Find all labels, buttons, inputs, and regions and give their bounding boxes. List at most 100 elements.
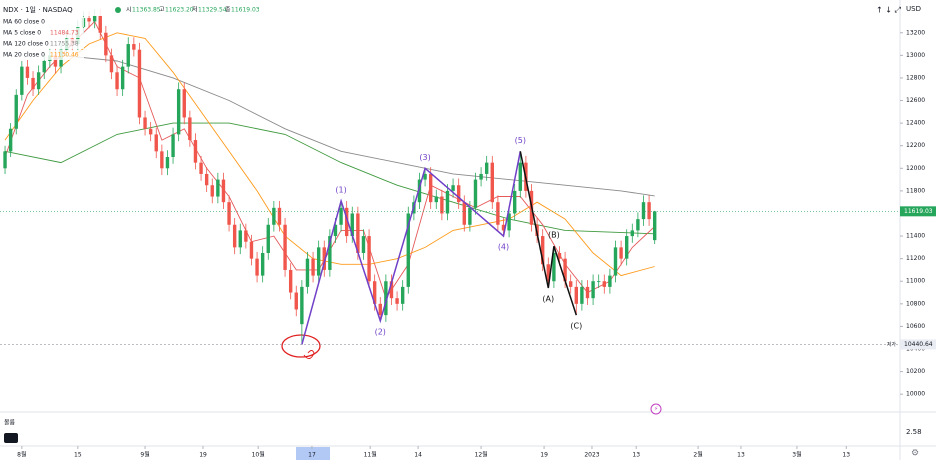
- candle-body: [8, 128, 13, 152]
- indicator-name: MA 60 close 0: [3, 19, 45, 26]
- candle-body: [568, 281, 573, 287]
- ohlc-key: 시: [126, 7, 132, 14]
- candle-body: [104, 32, 108, 56]
- x-tick-label: 3월: [792, 451, 801, 459]
- candle-body: [428, 173, 433, 203]
- indicator-value: 11130.46: [50, 52, 79, 59]
- candle-body: [395, 298, 399, 304]
- y-tick-label: 11000: [906, 278, 925, 285]
- candle-body: [98, 15, 102, 33]
- candle-body: [227, 202, 231, 225]
- indicator-name: MA 20 close 0: [3, 52, 45, 59]
- crosshair-date-highlight: [296, 447, 330, 460]
- tv-logo[interactable]: [4, 433, 18, 443]
- candle-body: [423, 173, 427, 180]
- candle-body: [300, 286, 304, 325]
- wave-label: (C): [570, 322, 582, 331]
- volume-tick: 2.58: [906, 428, 922, 436]
- low-value: 10440.64: [904, 341, 933, 348]
- candle-body: [92, 15, 97, 22]
- wave-label: (5): [515, 136, 526, 145]
- candle-body: [546, 264, 550, 282]
- candle-body: [496, 202, 500, 225]
- wave-label: (3): [419, 153, 430, 162]
- volume-label[interactable]: 볼륨: [4, 420, 16, 427]
- candle-body: [479, 173, 483, 180]
- candle-body: [199, 162, 203, 174]
- market-status: [115, 7, 121, 13]
- wave-label: (A): [542, 295, 554, 304]
- candle-body: [120, 66, 125, 90]
- candle-body: [636, 219, 640, 231]
- candle-body: [378, 303, 382, 316]
- ohlc-value: 11329.54: [198, 7, 227, 14]
- candle-body: [132, 44, 136, 50]
- wave-label: (1): [335, 186, 346, 195]
- wave-label: (4): [498, 243, 509, 252]
- candle-body: [288, 269, 293, 293]
- x-tick-label: 15: [74, 452, 82, 459]
- candle-body: [283, 224, 287, 270]
- candle-body: [31, 77, 35, 90]
- candle-body: [14, 94, 18, 129]
- candle-body: [596, 281, 601, 283]
- y-tick-label: 10000: [906, 391, 925, 398]
- candle-body: [210, 185, 214, 197]
- y-tick-label: 13200: [906, 29, 925, 36]
- event-icon-glyph: ⚡: [654, 406, 658, 413]
- candle-body: [143, 117, 147, 129]
- candle-body: [3, 151, 7, 169]
- candle-body: [585, 286, 590, 299]
- indicator-value: 11755.38: [50, 41, 79, 48]
- circle-annotation: [281, 334, 321, 358]
- y-tick-label: 11800: [906, 187, 925, 194]
- candle-body: [277, 207, 282, 225]
- y-tick-label: 12200: [906, 142, 925, 149]
- low-caption: 저가: [887, 341, 897, 348]
- x-tick-label: 14: [414, 452, 422, 459]
- x-tick-label: 13: [632, 452, 640, 459]
- toolbar-icons[interactable]: ↑ ↓ ⤢: [876, 6, 901, 15]
- candle-body: [221, 179, 226, 203]
- candle-body: [176, 89, 181, 135]
- currency[interactable]: USD: [906, 5, 921, 13]
- candle-body: [25, 66, 30, 78]
- candle-body: [563, 258, 567, 282]
- candle-body: [316, 247, 321, 276]
- candle-body: [109, 55, 114, 73]
- candle-body: [384, 281, 388, 316]
- plot: 1000010200104001060010800110001120011400…: [0, 9, 936, 459]
- candle-body: [400, 286, 405, 304]
- low-tag: [900, 339, 936, 350]
- candle-body: [244, 230, 248, 242]
- candle-body: [389, 281, 394, 299]
- event-icon[interactable]: [650, 403, 662, 415]
- symbol[interactable]: NDX · 1일 · NASDAQ: [3, 5, 73, 14]
- candle-body: [445, 190, 450, 214]
- x-tick-label: 19: [540, 452, 548, 459]
- candle-body: [216, 179, 220, 197]
- candle-body: [204, 173, 209, 186]
- y-tick-label: 11400: [906, 233, 925, 240]
- candle-body: [462, 202, 466, 225]
- candle-body: [608, 275, 612, 287]
- candle-body: [333, 224, 338, 237]
- candle-body: [260, 253, 265, 276]
- candle-body: [249, 241, 254, 259]
- ohlc-value: 11619.03: [231, 7, 260, 14]
- candle-body: [552, 253, 556, 282]
- candle-body: [540, 236, 545, 265]
- candle-body: [87, 18, 91, 22]
- candle-body: [344, 207, 349, 237]
- candle-body: [238, 230, 242, 248]
- settings-icon[interactable]: ⚙: [911, 449, 919, 459]
- candle-body: [311, 258, 315, 276]
- candle-body: [356, 213, 360, 254]
- candle-body: [484, 162, 489, 174]
- candle-body: [434, 196, 438, 203]
- candle-body: [266, 224, 270, 254]
- candle-body: [440, 196, 444, 214]
